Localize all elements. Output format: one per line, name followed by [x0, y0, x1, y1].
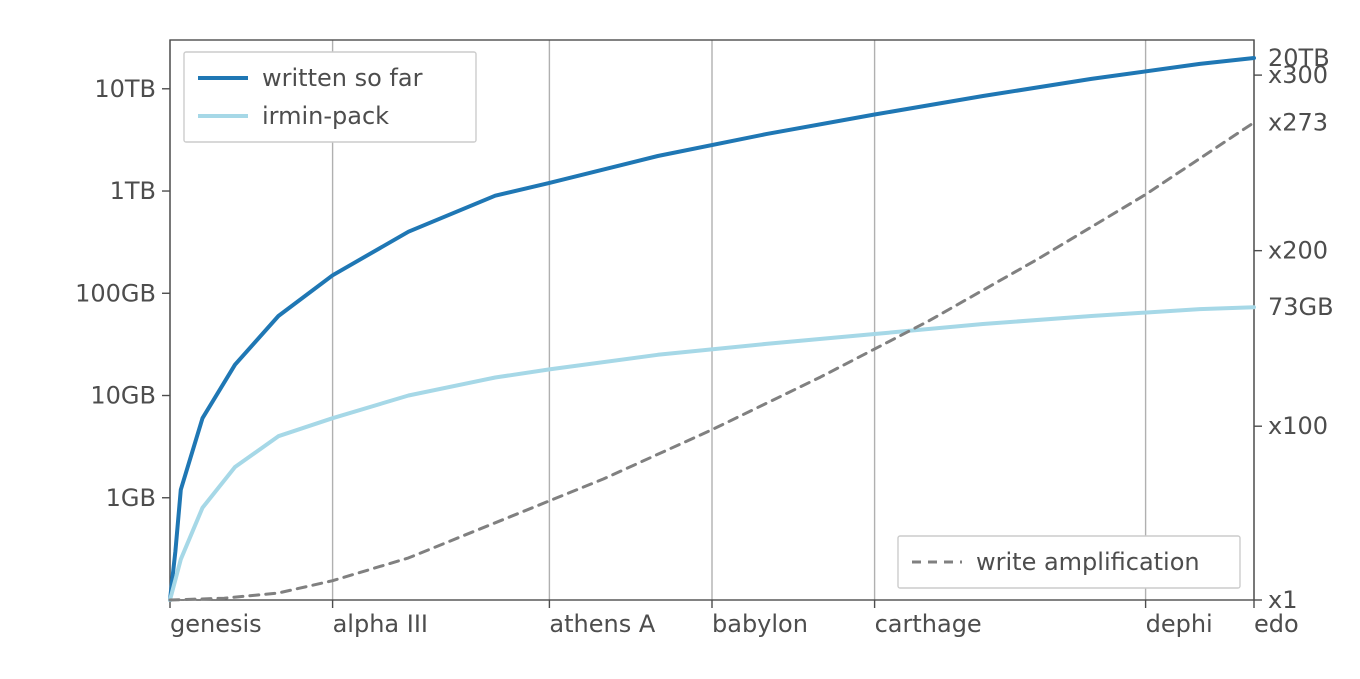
- ytick-left: 10TB: [94, 75, 156, 103]
- legend-item: irmin-pack: [262, 102, 389, 130]
- chart-svg: 1GB10GB100GB1TB10TBx1x100x200x300genesis…: [0, 0, 1360, 679]
- annotation-irmin: 73GB: [1268, 293, 1334, 321]
- xtick: babylon: [712, 610, 808, 638]
- ytick-left: 1TB: [110, 177, 156, 205]
- legend-item: write amplification: [976, 548, 1200, 576]
- annotation-written: 20TB: [1268, 44, 1330, 72]
- chart-container: 1GB10GB100GB1TB10TBx1x100x200x300genesis…: [0, 0, 1360, 679]
- xtick: athens A: [549, 610, 655, 638]
- xtick: edo: [1254, 610, 1299, 638]
- annotation-amp: x273: [1268, 109, 1328, 137]
- xtick: alpha III: [333, 610, 428, 638]
- xtick: carthage: [875, 610, 982, 638]
- legend-item: written so far: [262, 64, 423, 92]
- xtick: dephi: [1146, 610, 1213, 638]
- ytick-left: 1GB: [106, 484, 156, 512]
- ytick-right: x200: [1268, 237, 1328, 265]
- xtick: genesis: [170, 610, 262, 638]
- ytick-left: 10GB: [90, 382, 156, 410]
- ytick-left: 100GB: [75, 279, 156, 307]
- ytick-right: x100: [1268, 412, 1328, 440]
